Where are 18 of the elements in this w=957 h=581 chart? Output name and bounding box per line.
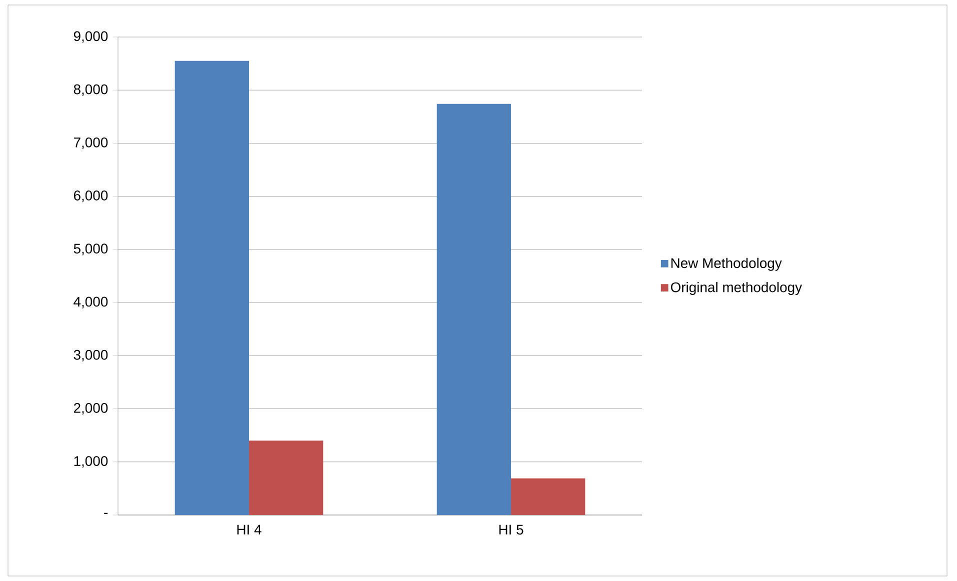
legend-label: Original methodology: [670, 282, 802, 295]
y-tick-label: 4,000: [74, 296, 108, 308]
y-tick-label: 5,000: [74, 244, 108, 256]
y-tick-label: 2,000: [74, 403, 108, 415]
bar: [249, 440, 324, 515]
y-tick-label: 7,000: [74, 137, 108, 149]
y-tick-label: -: [104, 512, 108, 514]
x-tick-label: HI 5: [499, 524, 524, 535]
y-tick-label: 1,000: [74, 456, 108, 468]
bar: [511, 478, 586, 515]
x-tick-label: HI 4: [237, 524, 262, 534]
legend-label: New Methodology: [671, 258, 782, 271]
y-tick-label: 3,000: [74, 350, 108, 362]
y-tick-label: 8,000: [74, 84, 108, 96]
y-tick-label: 9,000: [74, 31, 108, 43]
y-tick-label: 6,000: [74, 190, 108, 202]
bar: [436, 104, 512, 515]
bar: [174, 60, 250, 515]
